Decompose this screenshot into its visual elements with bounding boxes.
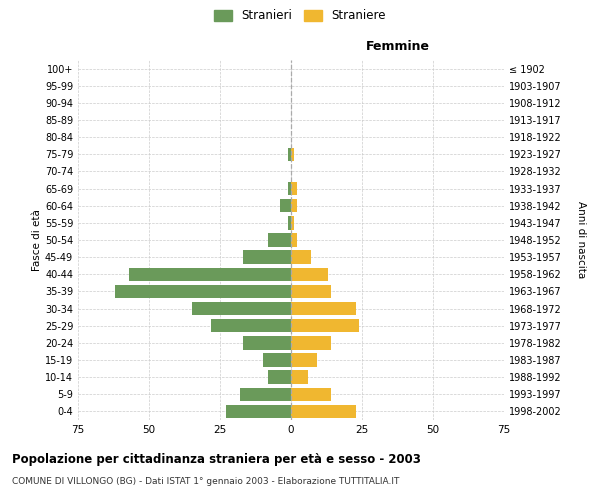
Bar [211, 319, 291, 332]
Bar [268, 370, 291, 384]
Legend: Stranieri, Straniere: Stranieri, Straniere [211, 6, 389, 26]
Bar [226, 404, 291, 418]
Text: Femmine: Femmine [365, 40, 430, 53]
Bar [243, 250, 291, 264]
Bar [129, 268, 291, 281]
Text: COMUNE DI VILLONGO (BG) - Dati ISTAT 1° gennaio 2003 - Elaborazione TUTTITALIA.I: COMUNE DI VILLONGO (BG) - Dati ISTAT 1° … [12, 478, 400, 486]
Bar [288, 148, 291, 161]
Text: Popolazione per cittadinanza straniera per età e sesso - 2003: Popolazione per cittadinanza straniera p… [12, 452, 421, 466]
Bar [268, 234, 291, 246]
Bar [291, 250, 311, 264]
Y-axis label: Fasce di età: Fasce di età [32, 209, 42, 271]
Bar [291, 148, 294, 161]
Bar [291, 302, 356, 316]
Bar [243, 336, 291, 349]
Bar [288, 216, 291, 230]
Bar [291, 370, 308, 384]
Bar [291, 404, 356, 418]
Bar [291, 336, 331, 349]
Bar [191, 302, 291, 316]
Bar [291, 388, 331, 401]
Bar [291, 268, 328, 281]
Bar [291, 216, 294, 230]
Bar [291, 319, 359, 332]
Bar [291, 234, 296, 246]
Bar [280, 199, 291, 212]
Bar [291, 284, 331, 298]
Bar [263, 354, 291, 366]
Bar [288, 182, 291, 196]
Bar [291, 182, 296, 196]
Bar [291, 199, 296, 212]
Y-axis label: Anni di nascita: Anni di nascita [575, 202, 586, 278]
Bar [115, 284, 291, 298]
Bar [240, 388, 291, 401]
Bar [291, 354, 317, 366]
